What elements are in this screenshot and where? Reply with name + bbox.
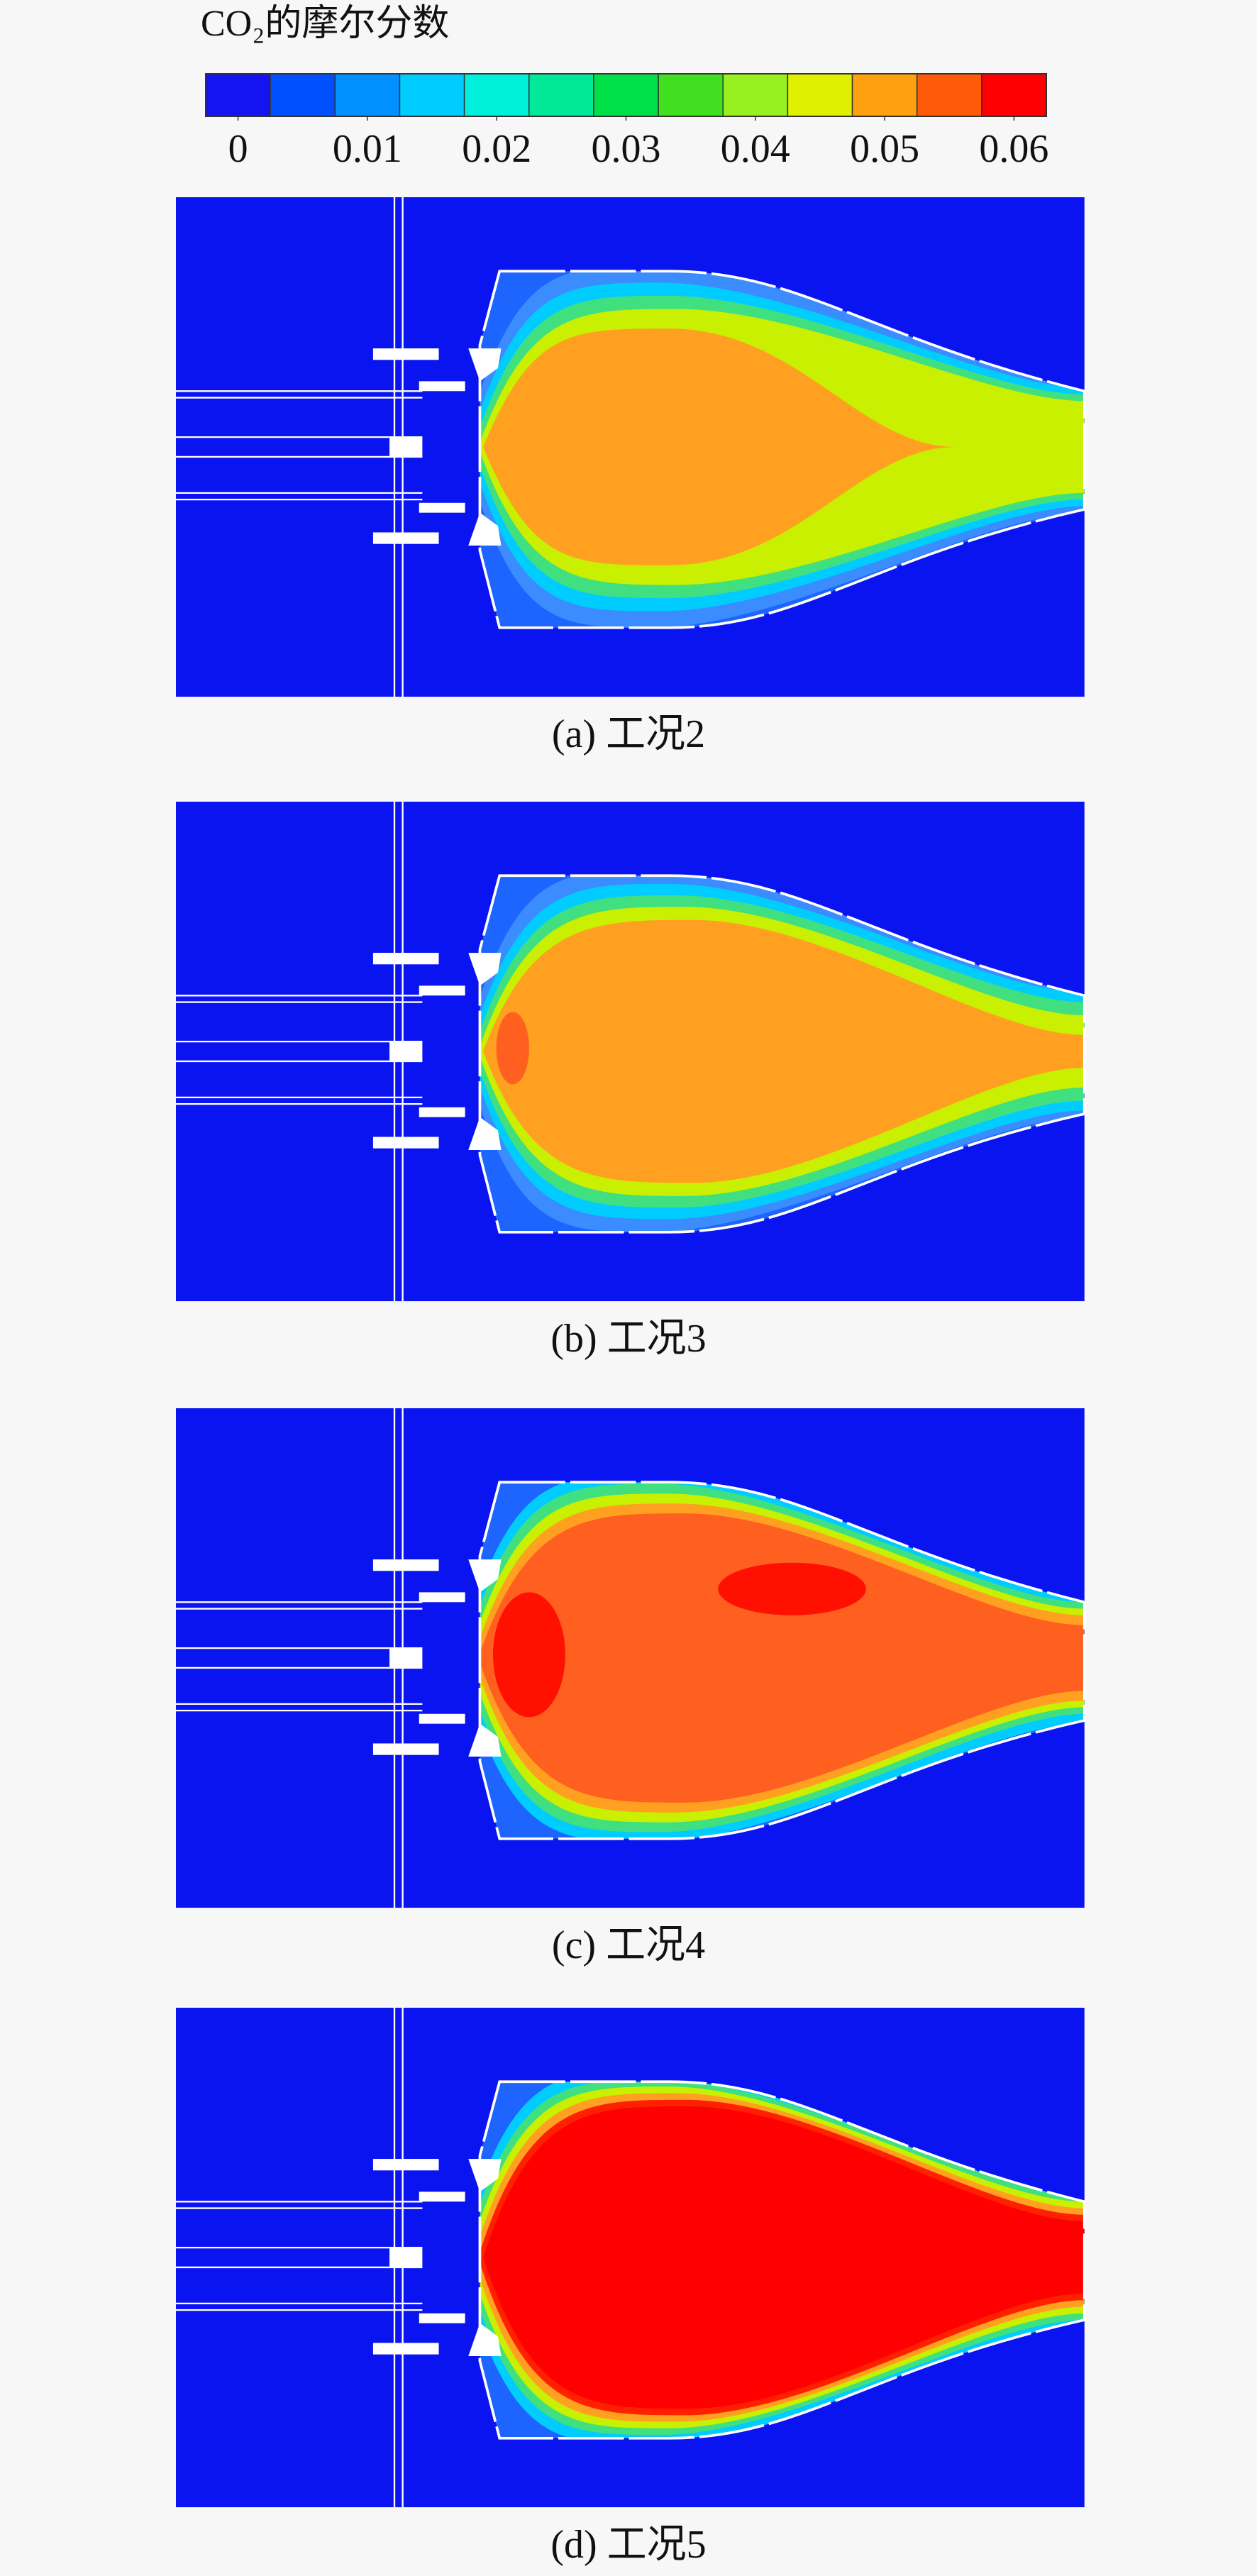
vane [468,953,502,986]
nozzle [389,1041,423,1061]
panel-caption: (b) 工况3 [550,1317,706,1361]
swirler [372,953,439,965]
contour-hotspot [496,1012,529,1085]
swirler [372,1743,439,1755]
swirler [419,381,465,392]
contour-hotspot [492,1592,565,1718]
panel-caption: (c) 工况4 [552,1923,705,1967]
swirler [372,2343,439,2355]
colorbar-tick-label: 0.01 [333,127,402,171]
contour-layers [480,271,1085,628]
swirler [419,502,465,513]
nozzle [389,1648,423,1668]
contour-layer [483,919,1085,1183]
contour-layers [480,2082,1085,2438]
colorbar-segment [334,73,401,117]
panel-caption: (a) 工况2 [552,712,705,756]
colorbar-tick-label: 0.03 [592,127,661,171]
colorbar-segment [205,73,271,117]
colorbar-tick-label: 0.02 [462,127,531,171]
swirler [372,1559,439,1571]
swirler [419,1592,465,1603]
liner-wall [478,874,1086,1234]
swirler [372,348,439,360]
contour-layer [480,1513,1085,1803]
contour-layers [480,875,1085,1232]
swirler [419,985,465,996]
nozzle [389,2248,423,2267]
contour-panel [176,2008,1086,2508]
colorbar-tick-label: 0 [228,127,248,171]
colorbar-segment [787,73,853,117]
contour-layer [483,2106,1085,2409]
colorbar-segment [270,73,336,117]
liner-wall [478,1481,1086,1840]
colorbar-tick-label: 0.05 [850,127,919,171]
colorbar-segment [528,73,594,117]
swirler [419,1713,465,1724]
vane [468,512,502,546]
swirler [419,2191,465,2202]
colorbar-segment [916,73,982,117]
panel-caption: (d) 工况5 [550,2523,706,2567]
vane [468,2159,502,2192]
vane [468,348,502,382]
vane [468,1723,502,1757]
colorbar-tick-label: 0.04 [721,127,790,171]
swirler [372,2159,439,2171]
colorbar-segment [658,73,724,117]
swirler [372,1137,439,1149]
liner-wall [478,270,1086,629]
contour-panel [176,197,1086,697]
liner-wall [478,2080,1086,2440]
vane [468,1117,502,1150]
contour-panel [176,1408,1086,1908]
contour-hotspot [718,1562,866,1615]
swirler [372,532,439,544]
colorbar-segment [722,73,789,117]
swirler [419,1107,465,1117]
swirler [419,2313,465,2323]
contour-panel [176,802,1086,1302]
vane [468,1559,502,1593]
colorbar-segment [981,73,1047,117]
colorbar-segment [593,73,659,117]
contour-layers [480,1482,1085,1839]
nozzle [389,437,423,457]
colorbar-title: CO₂的摩尔分数 [201,4,449,44]
colorbar-segment [851,73,918,117]
colorbar-segment [463,73,530,117]
contour-layer [483,328,957,565]
colorbar-tick-label: 0.06 [979,127,1048,171]
colorbar-segment [399,73,465,117]
vane [468,2323,502,2356]
